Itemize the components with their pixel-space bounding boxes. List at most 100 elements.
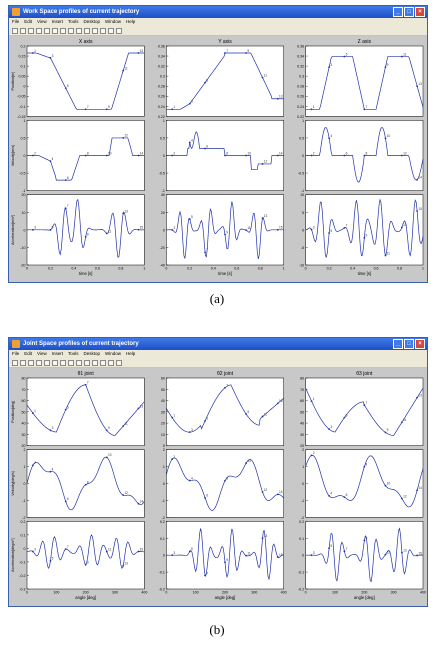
legend-icon[interactable] (108, 27, 114, 34)
y-tick-label: 0.22 (158, 115, 165, 119)
y-tick-label: -0.5 (19, 172, 25, 176)
x-tick-label: 0.2 (48, 267, 53, 271)
open-icon[interactable] (20, 27, 26, 34)
y-tick-label: 0 (302, 482, 304, 486)
via-point-label: 10 (247, 151, 251, 155)
menu-view[interactable]: View (37, 351, 47, 356)
pointer-icon[interactable] (44, 27, 50, 34)
figure-b-titlebar[interactable]: Joint Space profiles of current trajecto… (9, 338, 427, 350)
zoom-out-icon[interactable] (60, 27, 66, 34)
via-point-marker (224, 233, 226, 236)
via-point-marker (224, 154, 226, 157)
rotate-icon[interactable] (76, 359, 82, 366)
figure-a-titlebar[interactable]: Work Space profiles of current trajector… (9, 6, 427, 18)
close-button[interactable]: × (415, 7, 425, 17)
close-button[interactable]: × (415, 339, 425, 349)
y-tick-label: -5 (301, 246, 304, 250)
y-tick-label: 0.2 (299, 520, 304, 524)
menu-help[interactable]: Help (126, 19, 136, 24)
menu-insert[interactable]: Insert (51, 351, 63, 356)
via-point-marker (384, 137, 387, 140)
new-figure-icon[interactable] (12, 359, 18, 366)
print-icon[interactable] (36, 359, 42, 366)
via-point-marker (171, 154, 174, 157)
menu-window[interactable]: Window (105, 351, 122, 356)
brush-icon[interactable] (92, 359, 98, 366)
zoom-out-icon[interactable] (60, 359, 66, 366)
via-point-marker (416, 178, 419, 181)
maximize-button[interactable]: □ (404, 339, 414, 349)
new-figure-icon[interactable] (12, 27, 18, 34)
menu-window[interactable]: Window (105, 19, 122, 24)
y-tick-label: -1 (301, 189, 304, 193)
y-tick-label: -0.1 (159, 571, 165, 575)
via-point-marker (31, 412, 34, 414)
via-point-label: 7 (67, 545, 69, 549)
via-point-label: 14 (279, 151, 283, 155)
y-tick-label: 0.1 (160, 537, 165, 541)
via-point-marker (84, 235, 87, 238)
brush-icon[interactable] (92, 27, 98, 34)
menu-view[interactable]: View (37, 19, 47, 24)
menu-file[interactable]: File (12, 351, 20, 356)
via-point-marker (188, 550, 191, 553)
subplot-title: θ1 joint (78, 371, 95, 377)
minimize-button[interactable]: _ (393, 339, 403, 349)
y-tick-label: 0.24 (297, 105, 304, 109)
y-axis-label: Position[deg] (11, 401, 15, 423)
colorbar-icon[interactable] (100, 359, 106, 366)
zoom-in-icon[interactable] (52, 359, 58, 366)
via-point-label: 5 (52, 557, 54, 561)
menu-tools[interactable]: Tools (67, 351, 79, 356)
via-point-marker (363, 236, 366, 239)
menu-help[interactable]: Help (126, 351, 136, 356)
y-tick-label: -0.1 (19, 105, 25, 109)
rotate-icon[interactable] (76, 27, 82, 34)
figure-a-plot-area: X axis 0.2 0.15 0.1 0.05 0 -0.05 -0.1 -0.15 Posit… (9, 36, 427, 282)
via-point-marker (64, 500, 67, 503)
y-tick-label: 5 (302, 211, 304, 215)
y-tick-label: 0.2 (160, 520, 165, 524)
via-point-marker (171, 108, 174, 111)
colorbar-icon[interactable] (100, 27, 106, 34)
via-point-label: 11 (387, 251, 391, 255)
pan-icon[interactable] (68, 27, 74, 34)
axes-box (166, 45, 284, 117)
menu-tools[interactable]: Tools (67, 19, 79, 24)
print-icon[interactable] (36, 27, 42, 34)
plottools-icon[interactable] (116, 27, 122, 34)
legend-icon[interactable] (108, 359, 114, 366)
menu-edit[interactable]: Edit (24, 19, 33, 24)
via-point-label: 5 (346, 52, 348, 56)
via-point-label: 1 (313, 397, 315, 401)
x-axis-label: angle [deg] (354, 595, 375, 600)
pan-icon[interactable] (68, 359, 74, 366)
via-point-label: 5 (67, 405, 69, 409)
via-point-label: 3 (34, 547, 36, 551)
pointer-icon[interactable] (44, 359, 50, 366)
y-tick-label: 0.24 (158, 105, 165, 109)
y-tick-label: -2 (301, 516, 304, 520)
save-icon[interactable] (28, 27, 34, 34)
maximize-button[interactable]: □ (404, 7, 414, 17)
save-icon[interactable] (28, 359, 34, 366)
menu-desktop[interactable]: Desktop (83, 351, 101, 356)
menu-desktop[interactable]: Desktop (83, 19, 101, 24)
menu-file[interactable]: File (12, 19, 20, 24)
y-tick-label: 0 (163, 154, 165, 158)
open-icon[interactable] (20, 359, 26, 366)
via-point-marker (416, 554, 419, 557)
datacursor-icon[interactable] (84, 27, 90, 34)
menu-insert[interactable]: Insert (51, 19, 63, 24)
y-tick-label: 1 (24, 465, 26, 469)
via-point-label: 3 (173, 226, 175, 230)
plottools-icon[interactable] (116, 359, 122, 366)
via-point-label: 11 (264, 73, 268, 77)
via-point-marker (261, 537, 264, 540)
minimize-button[interactable]: _ (393, 7, 403, 17)
menu-edit[interactable]: Edit (24, 351, 33, 356)
datacursor-icon[interactable] (84, 359, 90, 366)
via-point-label: 7 (87, 381, 89, 385)
x-tick-label: 0.8 (258, 267, 263, 271)
zoom-in-icon[interactable] (52, 27, 58, 34)
